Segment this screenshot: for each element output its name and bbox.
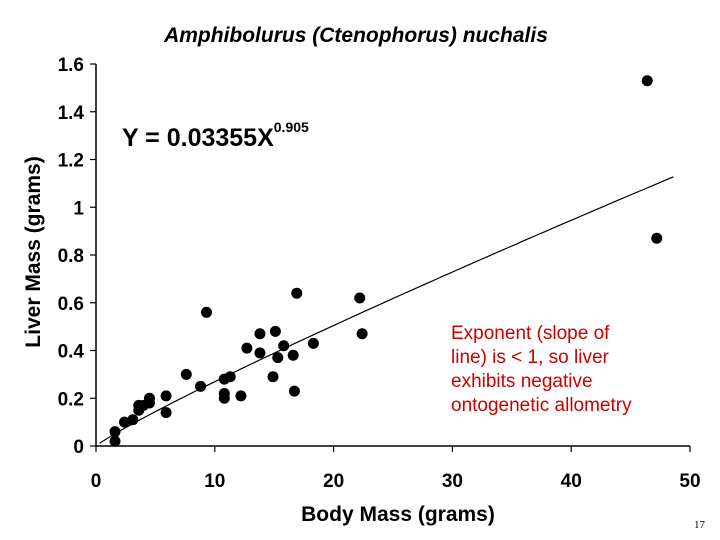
data-point: [254, 328, 266, 340]
data-point: [651, 232, 663, 244]
x-tick-label: 0: [91, 471, 102, 492]
annotation-line-2: line) is < 1, so liver: [451, 347, 609, 368]
x-tick-label: 50: [679, 471, 700, 492]
fit-line-group: [99, 176, 674, 444]
data-point: [218, 387, 230, 399]
data-point: [119, 416, 131, 428]
x-tick-label: 10: [204, 471, 225, 492]
y-axis-label: Liver Mass (grams): [22, 156, 45, 347]
annotation-line-1: Exponent (slope of: [451, 323, 610, 344]
data-point: [180, 368, 192, 380]
data-point: [160, 390, 172, 402]
data-points: [109, 75, 663, 447]
x-tick-label: 30: [442, 471, 463, 492]
y-tick-label: 0.2: [58, 389, 84, 410]
annotation-line-4: ontogenetic allometry: [451, 395, 632, 416]
data-point: [109, 435, 121, 447]
data-point: [278, 340, 290, 352]
y-tick-label: 1.6: [58, 55, 84, 76]
data-point: [241, 342, 253, 354]
x-tick-label: 20: [323, 471, 344, 492]
y-tick-label: 0.6: [58, 294, 84, 315]
data-point: [641, 75, 653, 87]
data-point: [127, 414, 139, 426]
y-tick-label: 0.8: [58, 246, 84, 267]
data-point: [235, 390, 247, 402]
axis-ticks: 0 0.2 0.4 0.6 0.8 1 1.2 1.4 1.6 0 10 20 30 40 50: [58, 55, 701, 492]
y-tick-label: 1: [73, 198, 84, 219]
data-point: [288, 385, 300, 397]
y-tick-label: 1.2: [58, 151, 84, 172]
data-point: [143, 392, 155, 404]
data-point: [224, 371, 236, 383]
fit-line: [99, 176, 674, 444]
annotation-line-3: exhibits negative: [451, 371, 593, 392]
x-axis-label: Body Mass (grams): [301, 503, 495, 526]
equation-label: Y = 0.03355X0.905: [122, 119, 309, 152]
data-point: [195, 380, 207, 392]
x-tick-label: 40: [561, 471, 582, 492]
data-point: [354, 292, 366, 304]
y-tick-label: 1.4: [58, 103, 85, 124]
y-tick-label: 0.4: [58, 342, 85, 363]
data-point: [200, 306, 212, 318]
equation-main: Y = 0.03355X: [122, 124, 274, 152]
chart-title: Amphibolurus (Ctenophorus) nuchalis: [163, 24, 548, 47]
slide-number: 17: [694, 519, 705, 531]
y-tick-label: 0: [73, 437, 84, 458]
data-point: [356, 328, 368, 340]
data-point: [254, 347, 266, 359]
data-point: [160, 407, 172, 419]
data-point: [287, 349, 299, 361]
data-point: [267, 371, 279, 383]
data-point: [272, 352, 284, 364]
data-point: [109, 426, 121, 438]
data-point: [307, 337, 319, 349]
data-point: [269, 325, 281, 337]
data-point: [291, 287, 303, 299]
equation-exponent: 0.905: [274, 119, 309, 135]
allometry-annotation: Exponent (slope of line) is < 1, so live…: [451, 322, 701, 418]
